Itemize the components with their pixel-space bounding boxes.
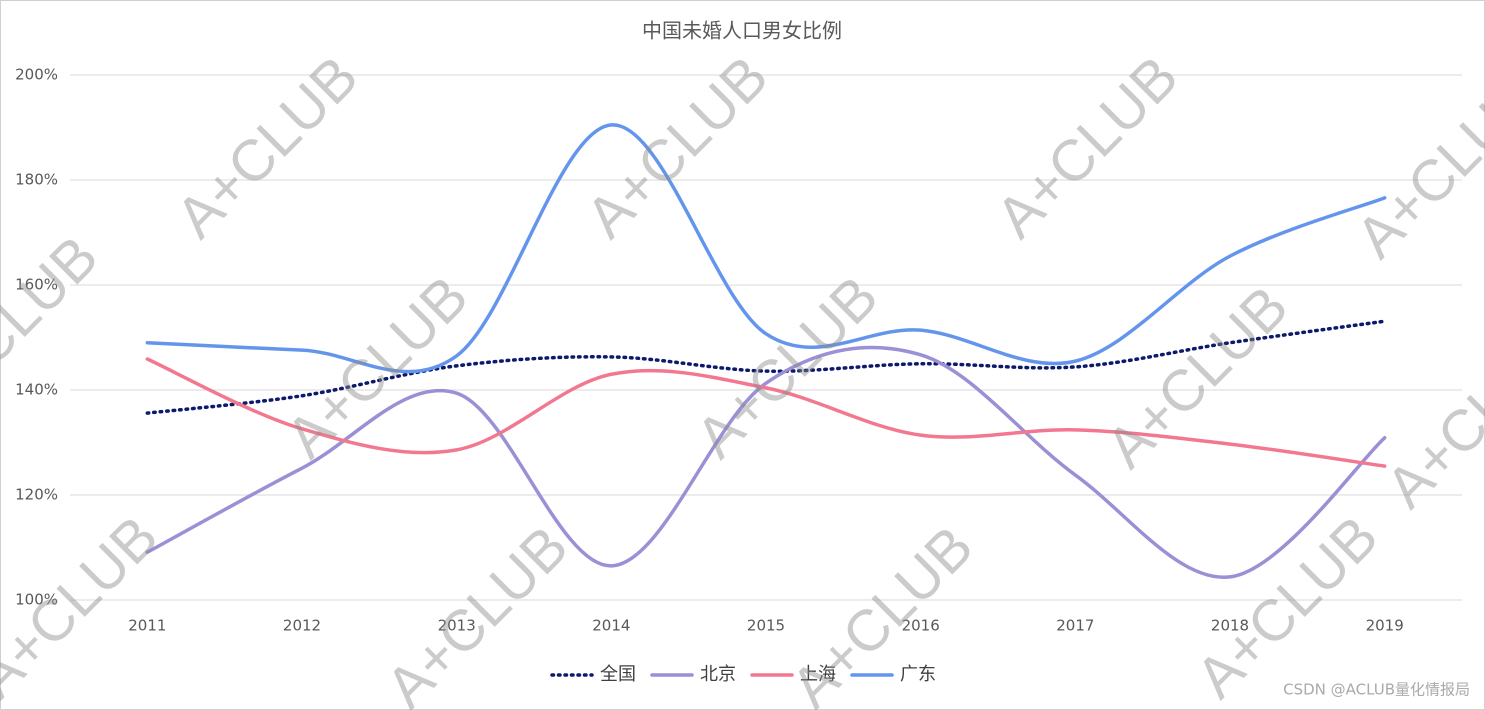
x-tick-label: 2012 [283,617,321,635]
line-series [145,123,1387,374]
y-tick-label: 160% [15,276,58,294]
x-tick-label: 2019 [1366,617,1404,635]
y-tick-label: 200% [15,66,58,84]
x-tick-label: 2016 [902,617,940,635]
y-tick-label: 120% [15,486,58,504]
legend-label: 全国 [600,664,636,685]
y-tick-label: 140% [15,381,58,399]
x-tick-label: 2015 [747,617,785,635]
x-tick-label: 2014 [592,617,630,635]
x-tick-label: 2018 [1211,617,1249,635]
y-tick-label: 180% [15,171,58,189]
legend-label: 广东 [900,664,936,685]
x-tick-label: 2013 [438,617,476,635]
credit: CSDN @ACLUB量化情报局 [1283,681,1470,699]
legend-label: 上海 [800,664,836,685]
chart-title: 中国未婚人口男女比例 [642,19,842,43]
legend-label: 北京 [700,664,736,685]
line-series [145,357,1387,468]
line-series [145,345,1387,579]
x-tick-label: 2011 [128,617,166,635]
y-tick-label: 100% [15,591,58,609]
line-series [145,319,1387,415]
x-tick-label: 2017 [1056,617,1094,635]
